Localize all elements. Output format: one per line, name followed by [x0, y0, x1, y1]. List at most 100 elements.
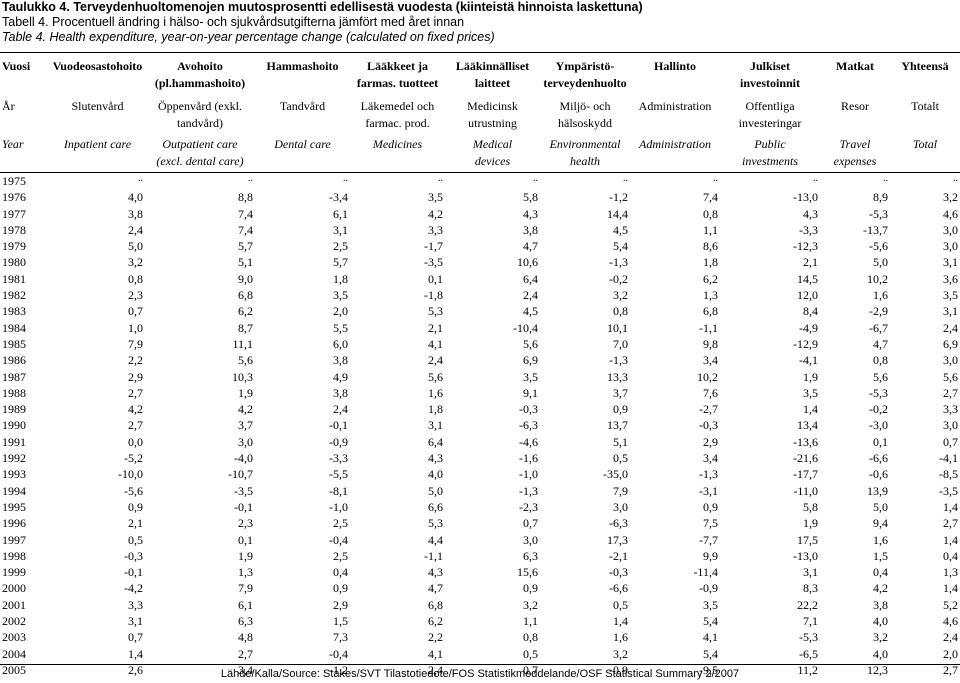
value-cell: 9,1: [523, 385, 538, 400]
value-cell: 3,4: [238, 662, 253, 677]
health-expenditure-table: Vuosi Vuodeosastohoito Avohoito (pl.hammash…: [0, 56, 960, 678]
value-cell: -12,9: [793, 336, 818, 351]
year-cell: 1992: [2, 451, 26, 466]
value-cell: 6,2: [703, 271, 718, 286]
value-cell: -11,4: [693, 565, 718, 580]
value-cell: 1,6: [873, 532, 888, 547]
header-line: Medical: [472, 137, 513, 151]
year-cell: 1980: [2, 255, 26, 270]
value-cell: 0,9: [703, 499, 718, 514]
en-header-10: Total: [890, 132, 960, 173]
value-cell: -0,2: [609, 271, 628, 286]
value-cell: 12,3: [867, 662, 888, 677]
value-cell: 5,0: [873, 255, 888, 270]
value-cell: 4,5: [613, 222, 628, 237]
value-cell: 2,5: [333, 516, 348, 531]
value-cell: 7,4: [238, 222, 253, 237]
header-line: Läkemedel och: [360, 99, 435, 113]
sv-header-1: Slutenvård: [50, 92, 145, 132]
value-cell: 3,8: [333, 353, 348, 368]
year-cell: 1994: [2, 483, 26, 498]
value-cell: -3,4: [329, 190, 348, 205]
value-cell: 17,3: [607, 532, 628, 547]
value-cell: -1,3: [519, 483, 538, 498]
value-cell: 0,1: [873, 434, 888, 449]
value-cell: 3,1: [803, 565, 818, 580]
value-cell: 0,7: [523, 662, 538, 677]
value-cell: -1,6: [519, 451, 538, 466]
value-cell: 5,3: [428, 516, 443, 531]
value-cell: -8,1: [329, 483, 348, 498]
header-row-swedish: År Slutenvård Öppenvård (exkl. tandvård) Tan…: [0, 92, 960, 132]
value-cell: 2,4: [333, 402, 348, 417]
value-cell: -2,3: [519, 499, 538, 514]
value-cell: 11,1: [232, 336, 253, 351]
value-cell: 2,4: [428, 662, 443, 677]
value-cell: 1,9: [803, 516, 818, 531]
value-cell: 3,2: [873, 630, 888, 645]
value-cell: 4,1: [428, 336, 443, 351]
value-cell: 2,7: [943, 516, 958, 531]
header-line: Inpatient care: [63, 137, 132, 151]
value-cell: 2,4: [943, 320, 958, 335]
value-cell: 3,0: [943, 353, 958, 368]
header-line: Environmental: [549, 137, 621, 151]
value-cell: -2,7: [699, 402, 718, 417]
value-cell: 0,1: [238, 532, 253, 547]
value-cell: 4,2: [128, 402, 143, 417]
value-cell: 9,0: [238, 271, 253, 286]
value-cell: 7,5: [703, 516, 718, 531]
header-line: investoinnit: [739, 76, 800, 90]
value-cell: 2,4: [128, 222, 143, 237]
header-line: Lääkinnälliset: [455, 59, 530, 73]
header-line: Dental care: [274, 137, 331, 151]
value-cell: -10,7: [228, 467, 253, 482]
value-cell: -4,1: [799, 353, 818, 368]
value-cell: 14,4: [607, 206, 628, 221]
value-cell: 5,3: [428, 304, 443, 319]
value-cell: -13,0: [793, 190, 818, 205]
value-cell: 6,9: [523, 353, 538, 368]
value-cell: 2,1: [803, 255, 818, 270]
value-cell: -17,7: [793, 467, 818, 482]
header-line: Lääkkeet ja: [367, 59, 428, 73]
en-header-2: Outpatient care (excl. dental care): [145, 132, 255, 173]
value-cell: 7,4: [703, 190, 718, 205]
value-cell: -10,0: [118, 467, 143, 482]
value-cell: 5,2: [943, 597, 958, 612]
value-cell: 1,3: [238, 565, 253, 580]
year-cell: 1987: [2, 369, 26, 384]
year-cell: 1993: [2, 467, 26, 482]
value-cell: 1,3: [703, 288, 718, 303]
en-header-3: Dental care: [255, 132, 350, 173]
value-cell: -1,2: [609, 190, 628, 205]
table-row: 2003 0,7 4,8 7,3 2,2 0,8 1,6 4,1 -5,3 3,2 2,4: [0, 629, 960, 645]
value-cell: -6,6: [869, 451, 888, 466]
value-cell: ..: [953, 173, 958, 184]
table-row: 2001 3,3 6,1 2,9 6,8 3,2 0,5 3,5 22,2 3,8 5,2: [0, 597, 960, 613]
value-cell: 8,6: [703, 239, 718, 254]
value-cell: 1,4: [943, 499, 958, 514]
value-cell: 2,7: [128, 385, 143, 400]
year-cell: 1977: [2, 206, 26, 221]
value-cell: 6,4: [428, 434, 443, 449]
table-row: 1984 1,0 8,7 5,5 2,1 -10,4 10,1 -1,1 -4,9 -6,7 2,4: [0, 320, 960, 336]
value-cell: -1,8: [424, 288, 443, 303]
value-cell: -4,0: [234, 451, 253, 466]
value-cell: ..: [138, 173, 143, 184]
value-cell: -1,3: [609, 353, 628, 368]
value-cell: -5,2: [124, 451, 143, 466]
value-cell: -3,1: [699, 483, 718, 498]
value-cell: 0,7: [523, 516, 538, 531]
value-cell: 5,0: [428, 483, 443, 498]
value-cell: 2,4: [428, 353, 443, 368]
value-cell: 5,6: [238, 353, 253, 368]
year-cell: 2002: [2, 614, 26, 629]
year-cell: 1975: [2, 174, 26, 188]
value-cell: 3,2: [128, 255, 143, 270]
value-cell: 4,7: [428, 581, 443, 596]
value-cell: 0,8: [703, 206, 718, 221]
value-cell: -5,6: [124, 483, 143, 498]
value-cell: 6,8: [428, 597, 443, 612]
value-cell: 3,4: [703, 451, 718, 466]
